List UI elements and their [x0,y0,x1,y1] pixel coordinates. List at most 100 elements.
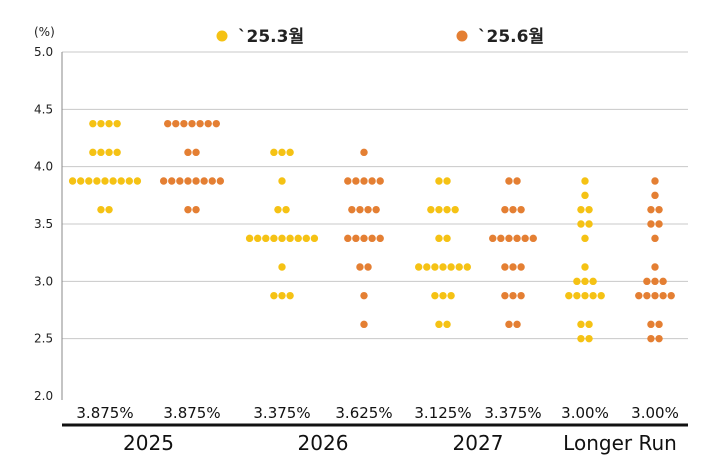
dot [270,148,278,157]
dot [573,291,581,300]
dot [581,291,589,300]
dot [278,291,286,300]
dot [577,334,585,343]
median-label: 3.00% [561,404,609,422]
dot [368,177,376,185]
dot [204,119,212,128]
dot [184,205,192,214]
dot [529,234,537,243]
dot [651,291,659,300]
median-label: 3.625% [335,404,392,422]
legend-marker [456,30,468,42]
dot [97,119,105,128]
y-tick-label: 4.0 [34,160,53,174]
dot [348,205,356,214]
median-label: 3.00% [631,404,679,422]
dot [364,205,372,214]
y-tick-label: 2.5 [34,332,53,346]
dot [172,119,180,128]
y-tick-label: 3.0 [34,274,53,288]
dot [647,205,655,214]
dot [270,234,278,243]
dot [463,263,471,271]
dot [435,177,443,185]
dot [85,177,93,185]
dot [585,320,593,329]
y-tick-label: 5.0 [34,45,53,59]
dot [581,263,589,271]
dot [109,177,117,185]
dot [581,277,589,286]
dot [443,320,451,329]
dot [505,234,513,243]
dot [447,263,455,271]
dot [447,291,455,300]
dot [133,177,142,185]
dot [192,205,200,214]
dot [360,291,368,300]
dot [439,291,447,300]
y-tick-label: 3.5 [34,217,53,231]
dot [97,148,105,157]
dot [356,263,364,271]
dot [505,320,513,329]
dot [188,119,196,128]
dot [443,234,451,243]
dot [431,291,439,300]
year-label: 2026 [298,431,349,455]
dot [164,119,172,128]
dot [262,234,270,243]
gridlines [61,51,688,400]
dot [651,234,659,243]
dot [651,277,659,286]
dot [443,177,451,185]
dot [435,205,443,214]
dot [513,177,521,185]
dot [159,177,168,185]
dot [513,234,521,243]
dot [439,263,447,271]
dot [356,205,364,214]
dot [517,205,525,214]
dot [501,291,509,300]
legend-label: `25.3월 [238,27,304,47]
dot [659,291,667,300]
dot [278,177,286,185]
dot [196,119,204,128]
dot [294,234,302,243]
dot [577,220,585,228]
dot [310,234,319,243]
dot [577,320,585,329]
dot [501,205,509,214]
dot [278,148,286,157]
dot [635,291,643,300]
legend: `25.3월 `25.6월 [216,27,544,47]
dot [581,177,589,185]
dot [589,277,597,286]
dot [360,177,368,185]
dot [368,234,376,243]
legend-label: `25.6월 [478,27,544,47]
dot [565,291,573,300]
dot [585,220,593,228]
dot [192,177,200,185]
dot [113,119,121,128]
dot [647,220,655,228]
y-tick-label: 4.5 [34,102,53,116]
dots [68,119,675,343]
y-tick-label: 2.0 [34,389,53,403]
dot [667,291,675,300]
median-labels: 3.875% 3.875% 3.375% 3.625% 3.125% 3.375% 3.00… [76,404,678,422]
dot [651,191,659,200]
dot [655,320,663,329]
dot [435,234,443,243]
dot [376,177,384,185]
median-label: 3.875% [76,404,133,422]
dot [509,291,517,300]
dot [581,191,589,200]
dot [212,119,220,128]
dot [302,234,310,243]
dot [651,263,659,271]
dot [360,320,368,329]
dot [659,277,667,286]
